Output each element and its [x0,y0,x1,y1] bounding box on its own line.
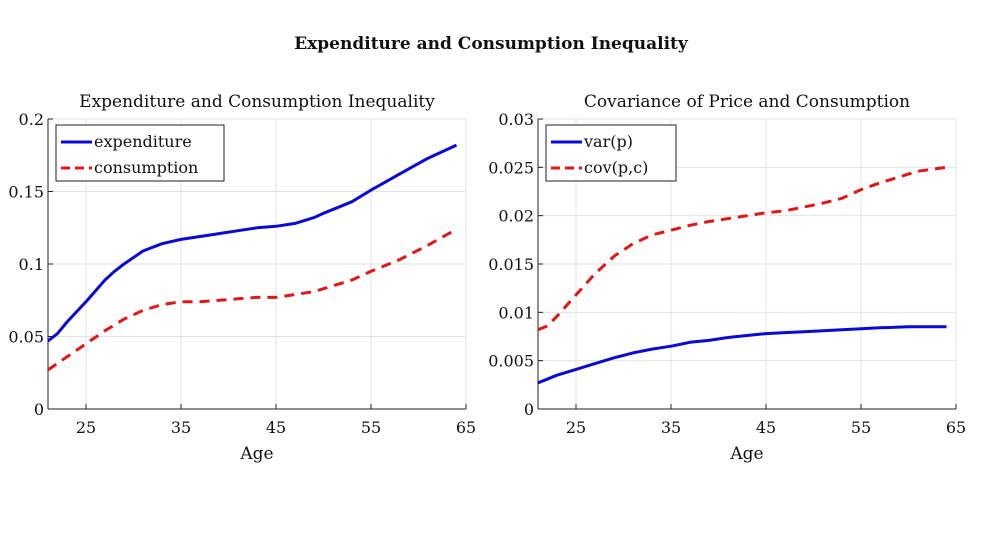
x-tick-label: 35 [661,418,681,437]
legend-label: expenditure [94,132,192,151]
x-tick-label: 55 [851,418,871,437]
y-tick-label: 0 [34,400,44,419]
y-tick-label: 0.005 [488,352,534,371]
y-tick-label: 0.015 [488,255,534,274]
x-tick-label: 25 [76,418,96,437]
x-tick-label: 45 [756,418,776,437]
y-tick-label: 0.025 [488,158,534,177]
legend-label: cov(p,c) [584,158,648,177]
series-line-expenditure [47,143,458,343]
y-tick-label: 0.1 [19,255,44,274]
legend-box [55,124,225,182]
y-tick-label: 0 [524,400,534,419]
y-tick-label: 0.01 [498,303,534,322]
x-tick-label: 55 [361,418,381,437]
panel-title: Expenditure and Consumption Inequality [79,92,435,112]
x-tick-label: 25 [566,418,586,437]
series-line-cov-p-c- [537,165,947,332]
y-tick-label: 0.02 [498,207,534,226]
x-axis-label: Age [239,444,273,464]
y-tick-label: 0.15 [8,183,44,202]
chart-panel-left: 25 35 45 55 65 0 0.05 0.1 0.15 0.2 Expenditure and… [8,92,476,464]
x-axis-label: Age [729,444,763,464]
y-tick-label: 0.03 [498,110,534,129]
y-tick-label: 0.2 [19,110,44,129]
legend-label: consumption [94,158,198,177]
x-tick-label: 45 [266,418,286,437]
y-tick-label: 0.05 [8,328,44,347]
x-tick-label: 65 [946,418,966,437]
x-tick-label: 35 [171,418,191,437]
chart-panel-right: 25 35 45 55 65 0 0.005 0.01 0.015 0.02 0.025 0.03 Co… [488,92,966,464]
series-line-consumption [47,227,458,372]
series-line-var-p- [537,325,947,385]
panel-title: Covariance of Price and Consumption [584,92,910,112]
legend-box [545,124,677,182]
legend-label: var(p) [583,132,633,151]
x-tick-label: 65 [456,418,476,437]
figure-title: Expenditure and Consumption Inequality [294,34,688,54]
